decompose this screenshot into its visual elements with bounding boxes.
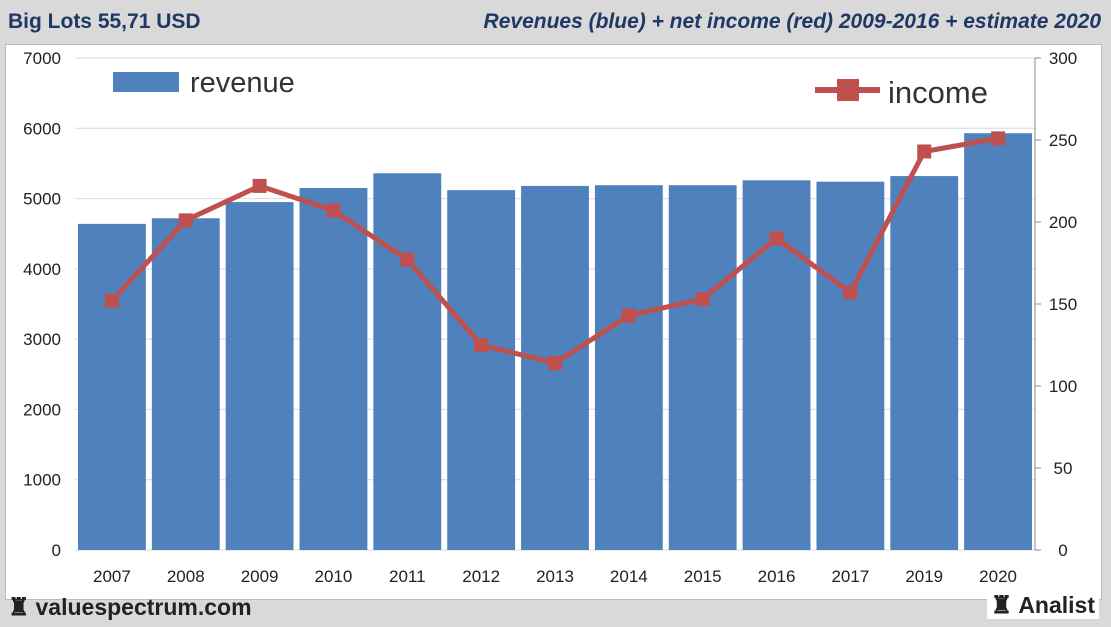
x-tick-label: 2019 xyxy=(905,567,943,586)
left-tick-label: 2000 xyxy=(23,400,61,419)
right-tick-label: 150 xyxy=(1049,295,1077,314)
right-tick-label: 50 xyxy=(1054,459,1073,478)
income-point-2015 xyxy=(695,292,710,307)
bar-2010 xyxy=(299,188,368,550)
footer-brand[interactable]: ♜ valuespectrum.com xyxy=(8,594,252,621)
x-tick-label: 2013 xyxy=(536,567,574,586)
income-point-2008 xyxy=(178,213,193,228)
x-tick-label: 2017 xyxy=(831,567,869,586)
bar-2015 xyxy=(668,185,737,550)
left-tick-label: 1000 xyxy=(23,471,61,490)
x-tick-label: 2009 xyxy=(241,567,279,586)
bar-2017 xyxy=(816,181,885,550)
legend-income-label: income xyxy=(888,75,988,110)
bar-2009 xyxy=(225,202,294,551)
right-tick-label: 200 xyxy=(1049,213,1077,232)
income-point-2020 xyxy=(991,131,1006,146)
chart-title: Big Lots 55,71 USD xyxy=(8,10,201,33)
brand-text: valuespectrum.com xyxy=(35,594,252,620)
footer-analist[interactable]: ♜ Analist xyxy=(986,591,1099,619)
bar-2011 xyxy=(373,173,442,551)
bar-2019 xyxy=(890,176,959,550)
x-tick-label: 2011 xyxy=(389,567,426,586)
right-tick-label: 300 xyxy=(1049,49,1077,68)
left-tick-label: 0 xyxy=(52,541,61,560)
left-tick-label: 4000 xyxy=(23,260,61,279)
x-tick-label: 2016 xyxy=(758,567,796,586)
legend-revenue-label: revenue xyxy=(190,67,295,99)
left-tick-label: 5000 xyxy=(23,190,61,209)
x-tick-label: 2007 xyxy=(93,567,131,586)
chart-subtitle: Revenues (blue) + net income (red) 2009-… xyxy=(483,10,1101,33)
income-point-2016 xyxy=(769,231,784,246)
legend-revenue-swatch xyxy=(113,72,179,92)
rook-icon: ♜ xyxy=(990,591,1013,619)
right-tick-label: 250 xyxy=(1049,131,1077,150)
x-tick-label: 2014 xyxy=(610,567,648,586)
income-point-2017 xyxy=(843,285,858,300)
income-point-2009 xyxy=(252,178,267,193)
income-point-2012 xyxy=(474,338,489,352)
left-tick-label: 3000 xyxy=(23,330,61,349)
bar-2014 xyxy=(594,185,663,550)
right-tick-label: 0 xyxy=(1058,541,1067,560)
income-point-2011 xyxy=(400,252,415,267)
income-point-2019 xyxy=(917,144,932,159)
bar-2020 xyxy=(964,133,1032,550)
analist-text: Analist xyxy=(1018,592,1095,618)
x-tick-label: 2020 xyxy=(979,567,1017,586)
income-point-2014 xyxy=(621,308,636,323)
income-point-2007 xyxy=(104,293,119,308)
legend-income-marker xyxy=(837,79,859,101)
bar-2012 xyxy=(447,190,516,550)
income-point-2013 xyxy=(548,356,562,371)
right-tick-label: 100 xyxy=(1049,377,1077,396)
x-tick-label: 2015 xyxy=(684,567,722,586)
rook-icon: ♜ xyxy=(8,593,30,621)
left-tick-label: 7000 xyxy=(23,49,61,68)
x-tick-label: 2010 xyxy=(315,567,353,586)
x-tick-label: 2008 xyxy=(167,567,205,586)
income-point-2010 xyxy=(326,203,341,218)
bar-2008 xyxy=(151,218,220,550)
x-tick-label: 2012 xyxy=(462,567,500,586)
left-tick-label: 6000 xyxy=(23,119,61,138)
